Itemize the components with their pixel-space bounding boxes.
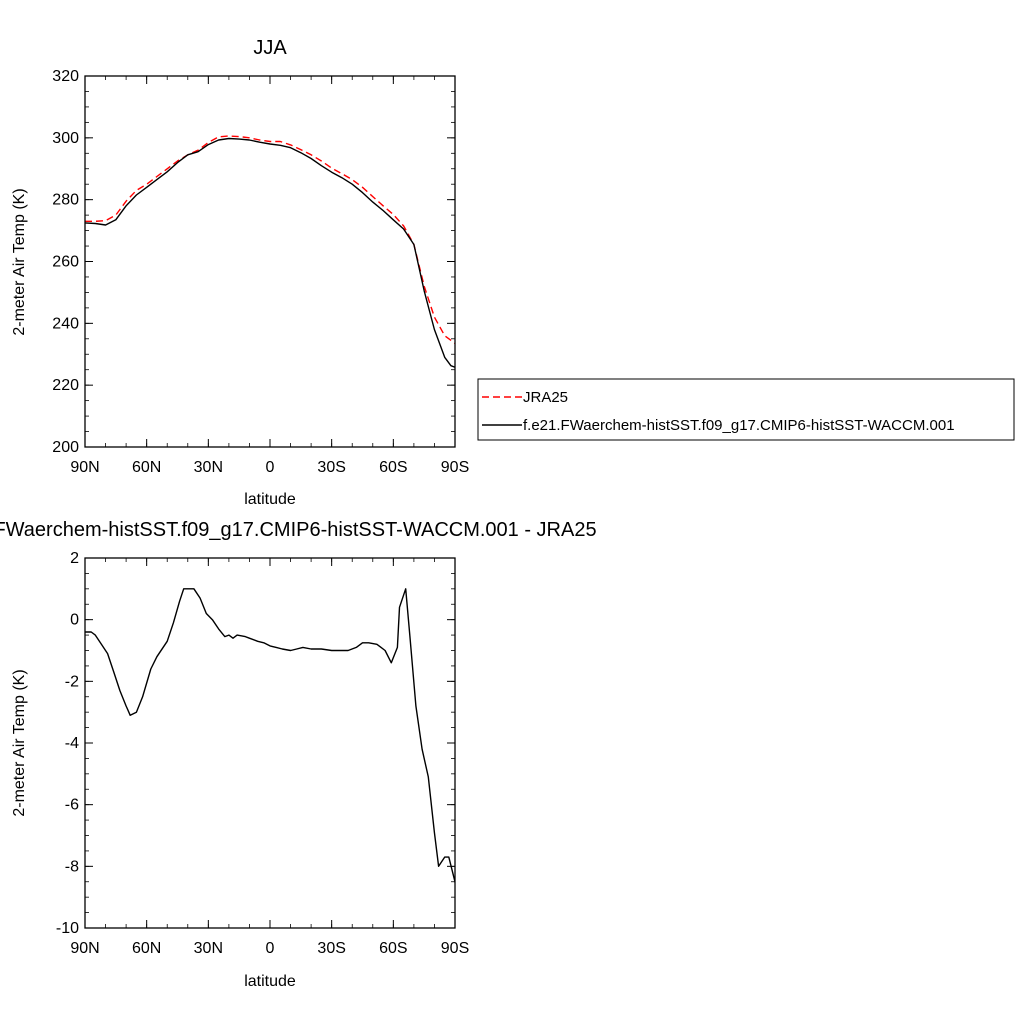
x-tick-label: 30S bbox=[317, 940, 345, 957]
mean-temperature-panel: JJA 200 220 240 260 280 300 320 90N 60N 30N 0 30S 60… bbox=[11, 37, 469, 508]
x-tick-label: 60N bbox=[132, 459, 161, 476]
y-tick-label: 0 bbox=[70, 612, 79, 629]
plot-frame bbox=[84, 557, 456, 929]
chart-title: JJA bbox=[253, 37, 287, 59]
x-tick-label: 30N bbox=[194, 459, 223, 476]
y-tick-label: -6 bbox=[65, 797, 79, 814]
legend-label-model: f.e21.FWaerchem-histSST.f09_g17.CMIP6-hi… bbox=[523, 417, 955, 434]
series-line-jra25 bbox=[85, 135, 455, 345]
series-line-difference bbox=[85, 588, 455, 888]
x-tick-label: 90N bbox=[70, 940, 99, 957]
y-tick-label: -2 bbox=[65, 673, 79, 690]
x-tick-label: 90S bbox=[441, 940, 469, 957]
y-axis-label: 2-meter Air Temp (K) bbox=[11, 669, 28, 816]
y-tick-label: -8 bbox=[65, 858, 79, 875]
y-tick-label: 300 bbox=[52, 130, 79, 147]
x-tick-label: 60S bbox=[379, 459, 407, 476]
legend: JRA25 f.e21.FWaerchem-histSST.f09_g17.CM… bbox=[477, 378, 1015, 441]
x-axis-label: latitude bbox=[244, 973, 296, 990]
difference-panel: f.e21.FWaerchem-histSST.f09_g17.CMIP6-hi… bbox=[0, 519, 597, 990]
series-line-model bbox=[85, 137, 455, 369]
legend-box bbox=[477, 378, 1015, 441]
y-tick-label: 280 bbox=[52, 192, 79, 209]
x-tick-label: 30N bbox=[194, 940, 223, 957]
x-tick-label: 0 bbox=[266, 459, 275, 476]
x-tick-label: 0 bbox=[266, 940, 275, 957]
y-tick-label: 200 bbox=[52, 439, 79, 456]
y-tick-label: 2 bbox=[70, 550, 79, 567]
y-axis-label: 2-meter Air Temp (K) bbox=[11, 188, 28, 335]
y-tick-label: 320 bbox=[52, 68, 79, 85]
x-tick-label: 60S bbox=[379, 940, 407, 957]
chart-title: f.e21.FWaerchem-histSST.f09_g17.CMIP6-hi… bbox=[0, 519, 597, 541]
y-tick-label: 240 bbox=[52, 315, 79, 332]
x-axis-label: latitude bbox=[244, 491, 296, 508]
plot-frame bbox=[84, 75, 456, 448]
y-tick-label: 260 bbox=[52, 254, 79, 271]
x-tick-label: 30S bbox=[317, 459, 345, 476]
x-tick-label: 60N bbox=[132, 940, 161, 957]
y-tick-label: -4 bbox=[65, 735, 79, 752]
legend-label-jra25: JRA25 bbox=[523, 389, 568, 406]
y-tick-label: 220 bbox=[52, 377, 79, 394]
x-tick-label: 90N bbox=[70, 459, 99, 476]
x-tick-label: 90S bbox=[441, 459, 469, 476]
y-tick-label: -10 bbox=[56, 920, 79, 937]
